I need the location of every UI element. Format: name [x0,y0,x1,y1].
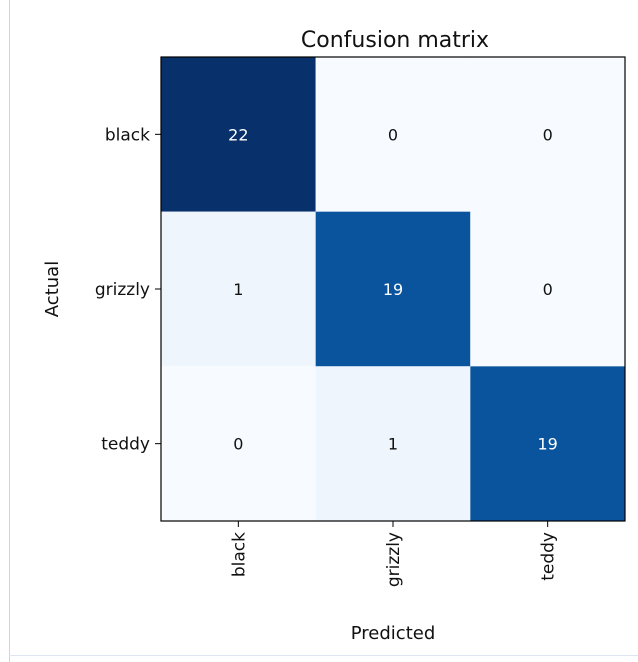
x-axis-ticks: black grizzly teddy [229,521,559,587]
heatmap-cell-grizzly-grizzly [315,211,471,367]
y-tick-label-grizzly: grizzly [95,280,150,300]
heatmap-cell-teddy-teddy [470,366,625,521]
x-axis-label: Predicted [351,623,436,644]
heatmap-cell-grizzly-teddy [470,211,625,367]
chart-title: Confusion matrix [301,28,489,53]
heatmap-cell-teddy-black [161,366,316,521]
y-tick-label-black: black [105,125,150,145]
heatmap-cell-black-teddy [470,57,625,212]
heatmap-cell-grizzly-black [161,211,316,367]
cell-value-black-black: 22 [228,125,248,144]
y-tick-label-teddy: teddy [101,435,150,455]
cell-left-border [9,0,10,662]
cell-value-black-teddy: 0 [543,125,553,144]
cell-bottom-border [9,655,638,656]
cell-value-black-grizzly: 0 [388,125,398,144]
cell-value-grizzly-black: 1 [233,280,243,299]
heatmap-cell-black-black [161,57,316,212]
cell-value-labels: 22 0 0 1 19 0 0 1 19 [228,125,558,453]
heatmap-cells [161,57,625,521]
x-tick-label-teddy: teddy [539,532,559,581]
cell-value-teddy-teddy: 19 [537,435,557,454]
y-axis-ticks: black grizzly teddy [95,125,161,455]
heatmap-cell-black-grizzly [315,57,471,212]
x-tick-label-black: black [229,532,249,577]
heatmap-cell-teddy-grizzly [315,366,471,521]
cell-value-grizzly-grizzly: 19 [383,280,403,299]
cell-value-grizzly-teddy: 0 [543,280,553,299]
x-tick-label-grizzly: grizzly [384,532,404,587]
y-axis-label: Actual [42,261,63,317]
cell-value-teddy-black: 0 [233,435,243,454]
cell-value-teddy-grizzly: 1 [388,435,398,454]
